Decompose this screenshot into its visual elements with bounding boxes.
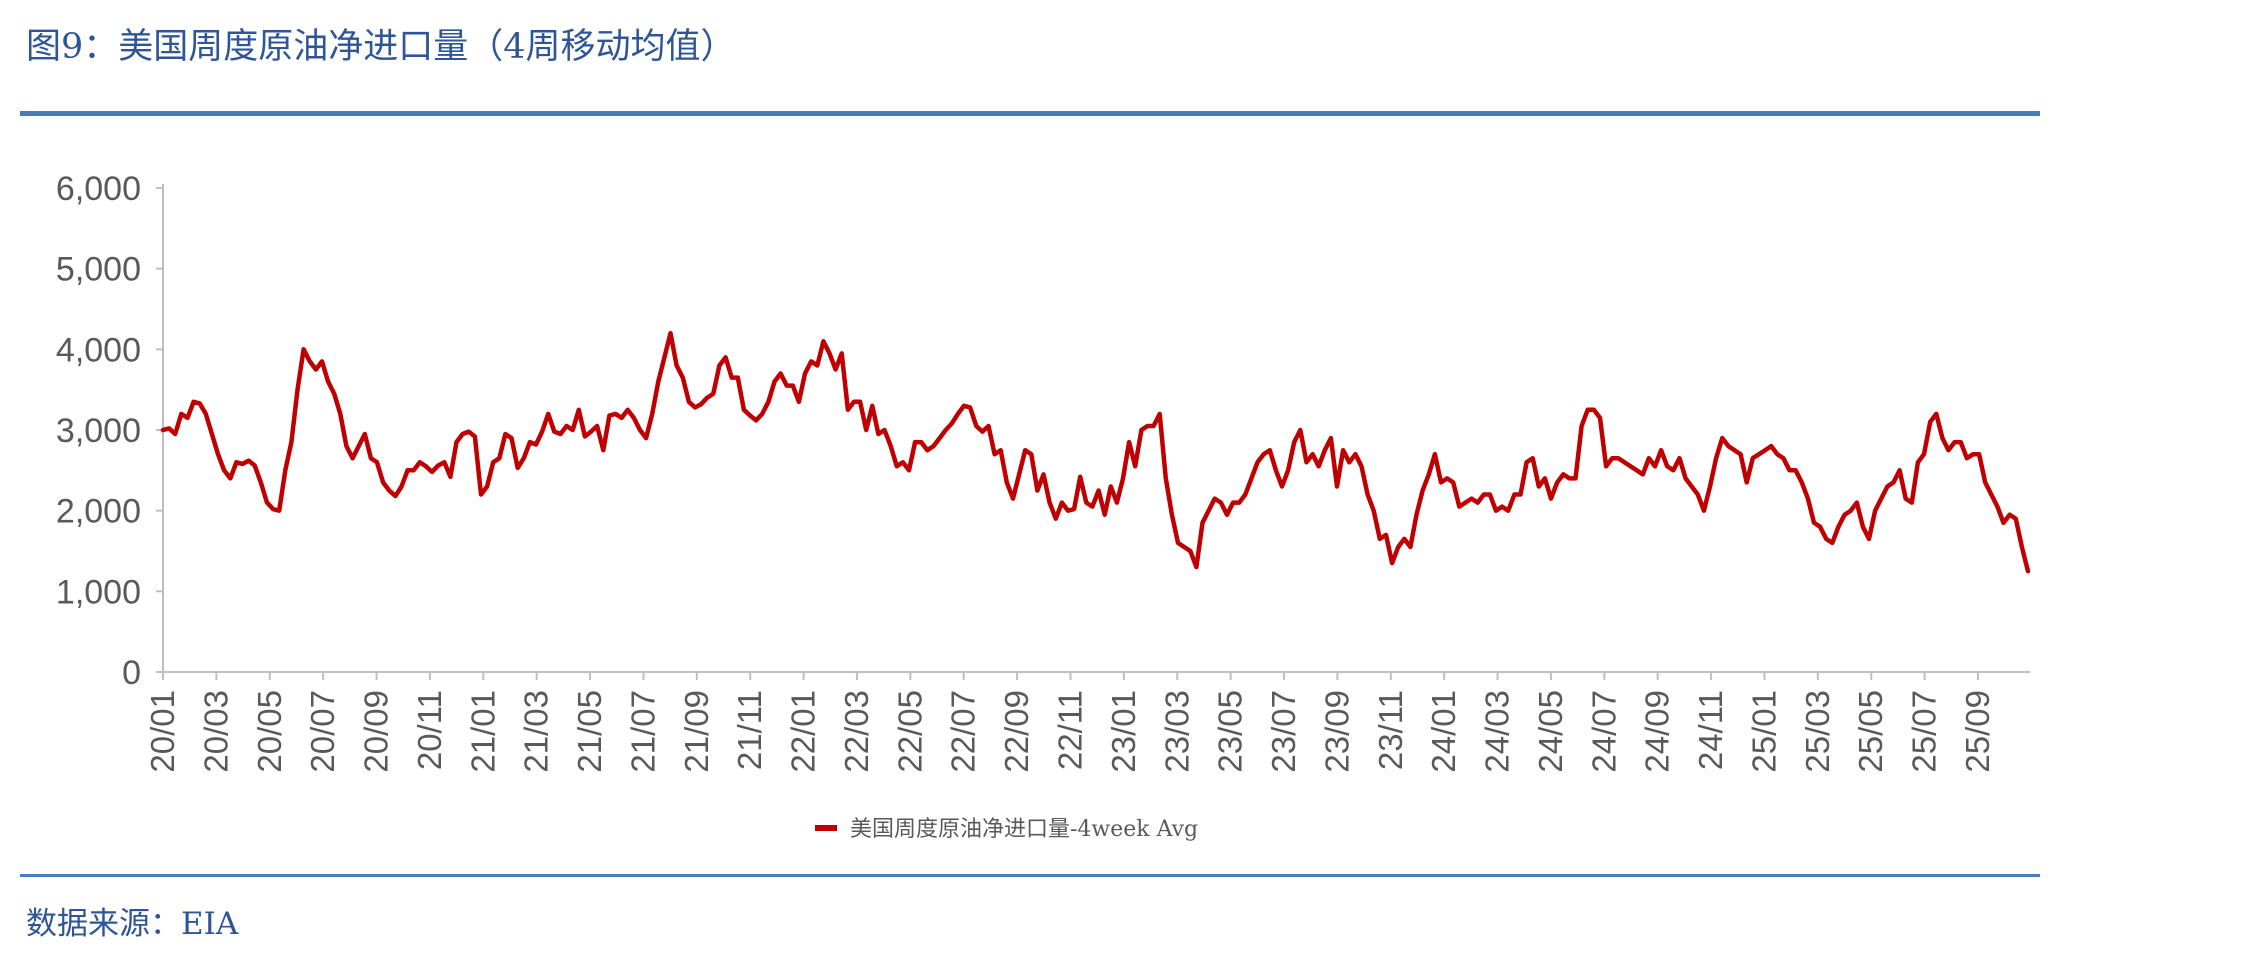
- y-tick-label: 2,000: [56, 493, 141, 531]
- x-tick-label: 21/05: [571, 690, 608, 773]
- x-tick-label: 21/01: [464, 690, 501, 773]
- x-tick-label: 20/11: [411, 690, 448, 770]
- y-tick-label: 4,000: [56, 331, 141, 369]
- x-tick-label: 24/05: [1532, 690, 1569, 773]
- x-tick-label: 24/09: [1639, 690, 1676, 773]
- x-tick-label: 20/07: [304, 690, 341, 773]
- x-tick-label: 23/03: [1158, 690, 1195, 773]
- x-tick-label: 20/03: [197, 690, 234, 773]
- y-tick-label: 3,000: [56, 412, 141, 450]
- x-tick-label: 24/11: [1692, 690, 1729, 770]
- x-tick-label: 24/03: [1479, 690, 1516, 773]
- x-tick-label: 21/09: [678, 690, 715, 773]
- x-tick-label: 25/05: [1852, 690, 1889, 773]
- y-axis: 0 1,000 2,000 3,000 4,000 5,000 6,000: [56, 170, 164, 692]
- series-line: [160, 330, 2031, 574]
- x-tick-label: 22/01: [785, 690, 822, 773]
- x-tick-label: 25/07: [1906, 690, 1943, 773]
- x-tick-label: 21/07: [624, 690, 661, 773]
- x-tick-label: 24/07: [1585, 690, 1622, 773]
- x-tick-label: 22/03: [838, 690, 875, 773]
- y-tick-label: 1,000: [56, 573, 141, 611]
- x-tick-label: 20/05: [251, 690, 288, 773]
- x-tick-label: 25/03: [1799, 690, 1836, 773]
- x-tick-label: 21/03: [518, 690, 555, 773]
- x-axis: 20/01 20/03 20/05 20/07 20/09 20/11 21/01 21/03…: [144, 671, 2030, 773]
- y-tick-label: 0: [122, 654, 141, 692]
- x-tick-label: 22/11: [1052, 690, 1089, 770]
- bottom-rule: [20, 874, 2040, 877]
- x-tick-label: 23/09: [1318, 690, 1355, 773]
- x-tick-label: 23/11: [1372, 690, 1409, 770]
- legend[interactable]: 美国周度原油净进口量-4week Avg: [815, 817, 1198, 842]
- x-tick-label: 21/11: [731, 690, 768, 770]
- legend-swatch: [815, 825, 837, 831]
- x-tick-label: 23/05: [1212, 690, 1249, 773]
- x-tick-label: 22/07: [945, 690, 982, 773]
- chart-title: 图9：美国周度原油净进口量（4周移动均值）: [26, 27, 736, 67]
- x-tick-label: 22/05: [891, 690, 928, 773]
- x-tick-label: 25/09: [1959, 690, 1996, 773]
- y-tick-label: 6,000: [56, 170, 141, 208]
- source-note: 数据来源：EIA: [26, 906, 239, 942]
- x-tick-label: 24/01: [1425, 690, 1462, 773]
- x-tick-label: 20/01: [144, 690, 181, 773]
- top-rule: [20, 111, 2040, 116]
- x-tick-label: 22/09: [998, 690, 1035, 773]
- x-tick-label: 23/01: [1105, 690, 1142, 773]
- x-tick-label: 20/09: [358, 690, 395, 773]
- x-tick-label: 25/01: [1745, 690, 1782, 773]
- series-layer: [160, 330, 2031, 574]
- y-tick-label: 5,000: [56, 251, 141, 289]
- x-tick-label: 23/07: [1265, 690, 1302, 773]
- legend-label: 美国周度原油净进口量-4week Avg: [850, 817, 1198, 842]
